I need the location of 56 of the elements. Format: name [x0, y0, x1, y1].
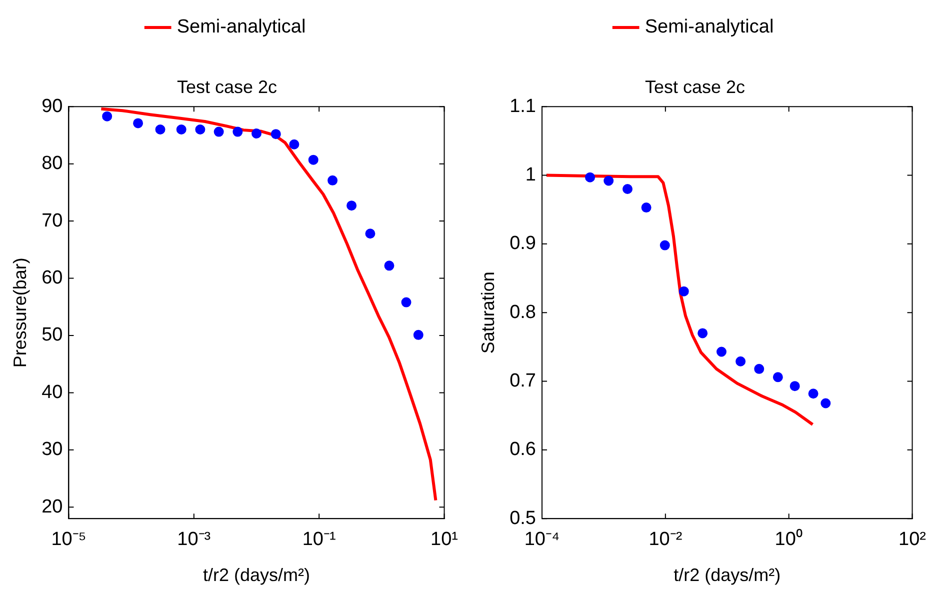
- x-tick-label: 10⁻¹: [302, 529, 336, 550]
- point: [384, 260, 394, 271]
- chart-title: Test case 2c: [644, 76, 746, 97]
- chart-title: Test case 2c: [176, 76, 278, 97]
- point: [346, 200, 357, 211]
- x-tick-label: 10⁻⁴: [524, 529, 560, 550]
- y-tick-label: 1.1: [510, 96, 536, 117]
- point: [660, 240, 670, 250]
- x-tick-label: 10⁻²: [648, 529, 682, 550]
- point: [622, 184, 633, 194]
- x-tick-label: 10⁻³: [177, 529, 211, 550]
- y-tick-label: 50: [42, 324, 63, 346]
- point: [808, 388, 818, 399]
- y-tick-label: 1: [525, 164, 536, 186]
- point: [365, 228, 376, 239]
- x-tick-label: 10⁻⁵: [51, 529, 86, 550]
- legend-label: Semi-analytical: [176, 16, 306, 38]
- y-tick-label: 20: [42, 496, 63, 518]
- y-tick-label: 60: [42, 268, 63, 288]
- point: [328, 175, 338, 186]
- x-tick-label: 10¹: [430, 529, 458, 550]
- point: [585, 172, 596, 182]
- x-axis-title: t/r2 (days/m²): [674, 565, 781, 586]
- point: [214, 126, 224, 137]
- point: [232, 126, 243, 137]
- point: [252, 128, 262, 138]
- x-axis-title: t/r2 (days/m²): [202, 565, 310, 586]
- y-tick-label: 0.9: [510, 233, 536, 254]
- y-tick-label: 0.7: [510, 370, 536, 392]
- point: [736, 356, 746, 366]
- point: [678, 286, 689, 296]
- y-tick-label: 0.5: [510, 508, 536, 529]
- point: [698, 328, 708, 338]
- point: [790, 381, 800, 392]
- y-tick-label: 0.8: [510, 302, 536, 323]
- y-tick-label: 40: [42, 382, 63, 403]
- point: [176, 124, 186, 134]
- point: [604, 176, 614, 186]
- y-tick-label: 70: [42, 210, 63, 232]
- y-tick-label: 30: [42, 439, 63, 460]
- point: [754, 364, 764, 374]
- x-tick-label: 10⁰: [774, 528, 803, 550]
- point: [289, 139, 300, 150]
- x-tick-label: 10²: [898, 529, 926, 550]
- y-axis-title: Saturation: [478, 272, 498, 354]
- y-axis-title: Pressure(bar): [10, 258, 30, 368]
- point: [772, 372, 783, 382]
- y-tick-label: 90: [42, 96, 63, 117]
- point: [308, 154, 318, 165]
- point: [641, 202, 652, 213]
- point: [270, 129, 281, 140]
- point: [716, 346, 726, 357]
- legend-label: Semi-analytical: [644, 16, 774, 38]
- point: [195, 124, 206, 134]
- y-tick-label: 80: [42, 153, 63, 174]
- y-tick-label: 0.6: [510, 439, 536, 460]
